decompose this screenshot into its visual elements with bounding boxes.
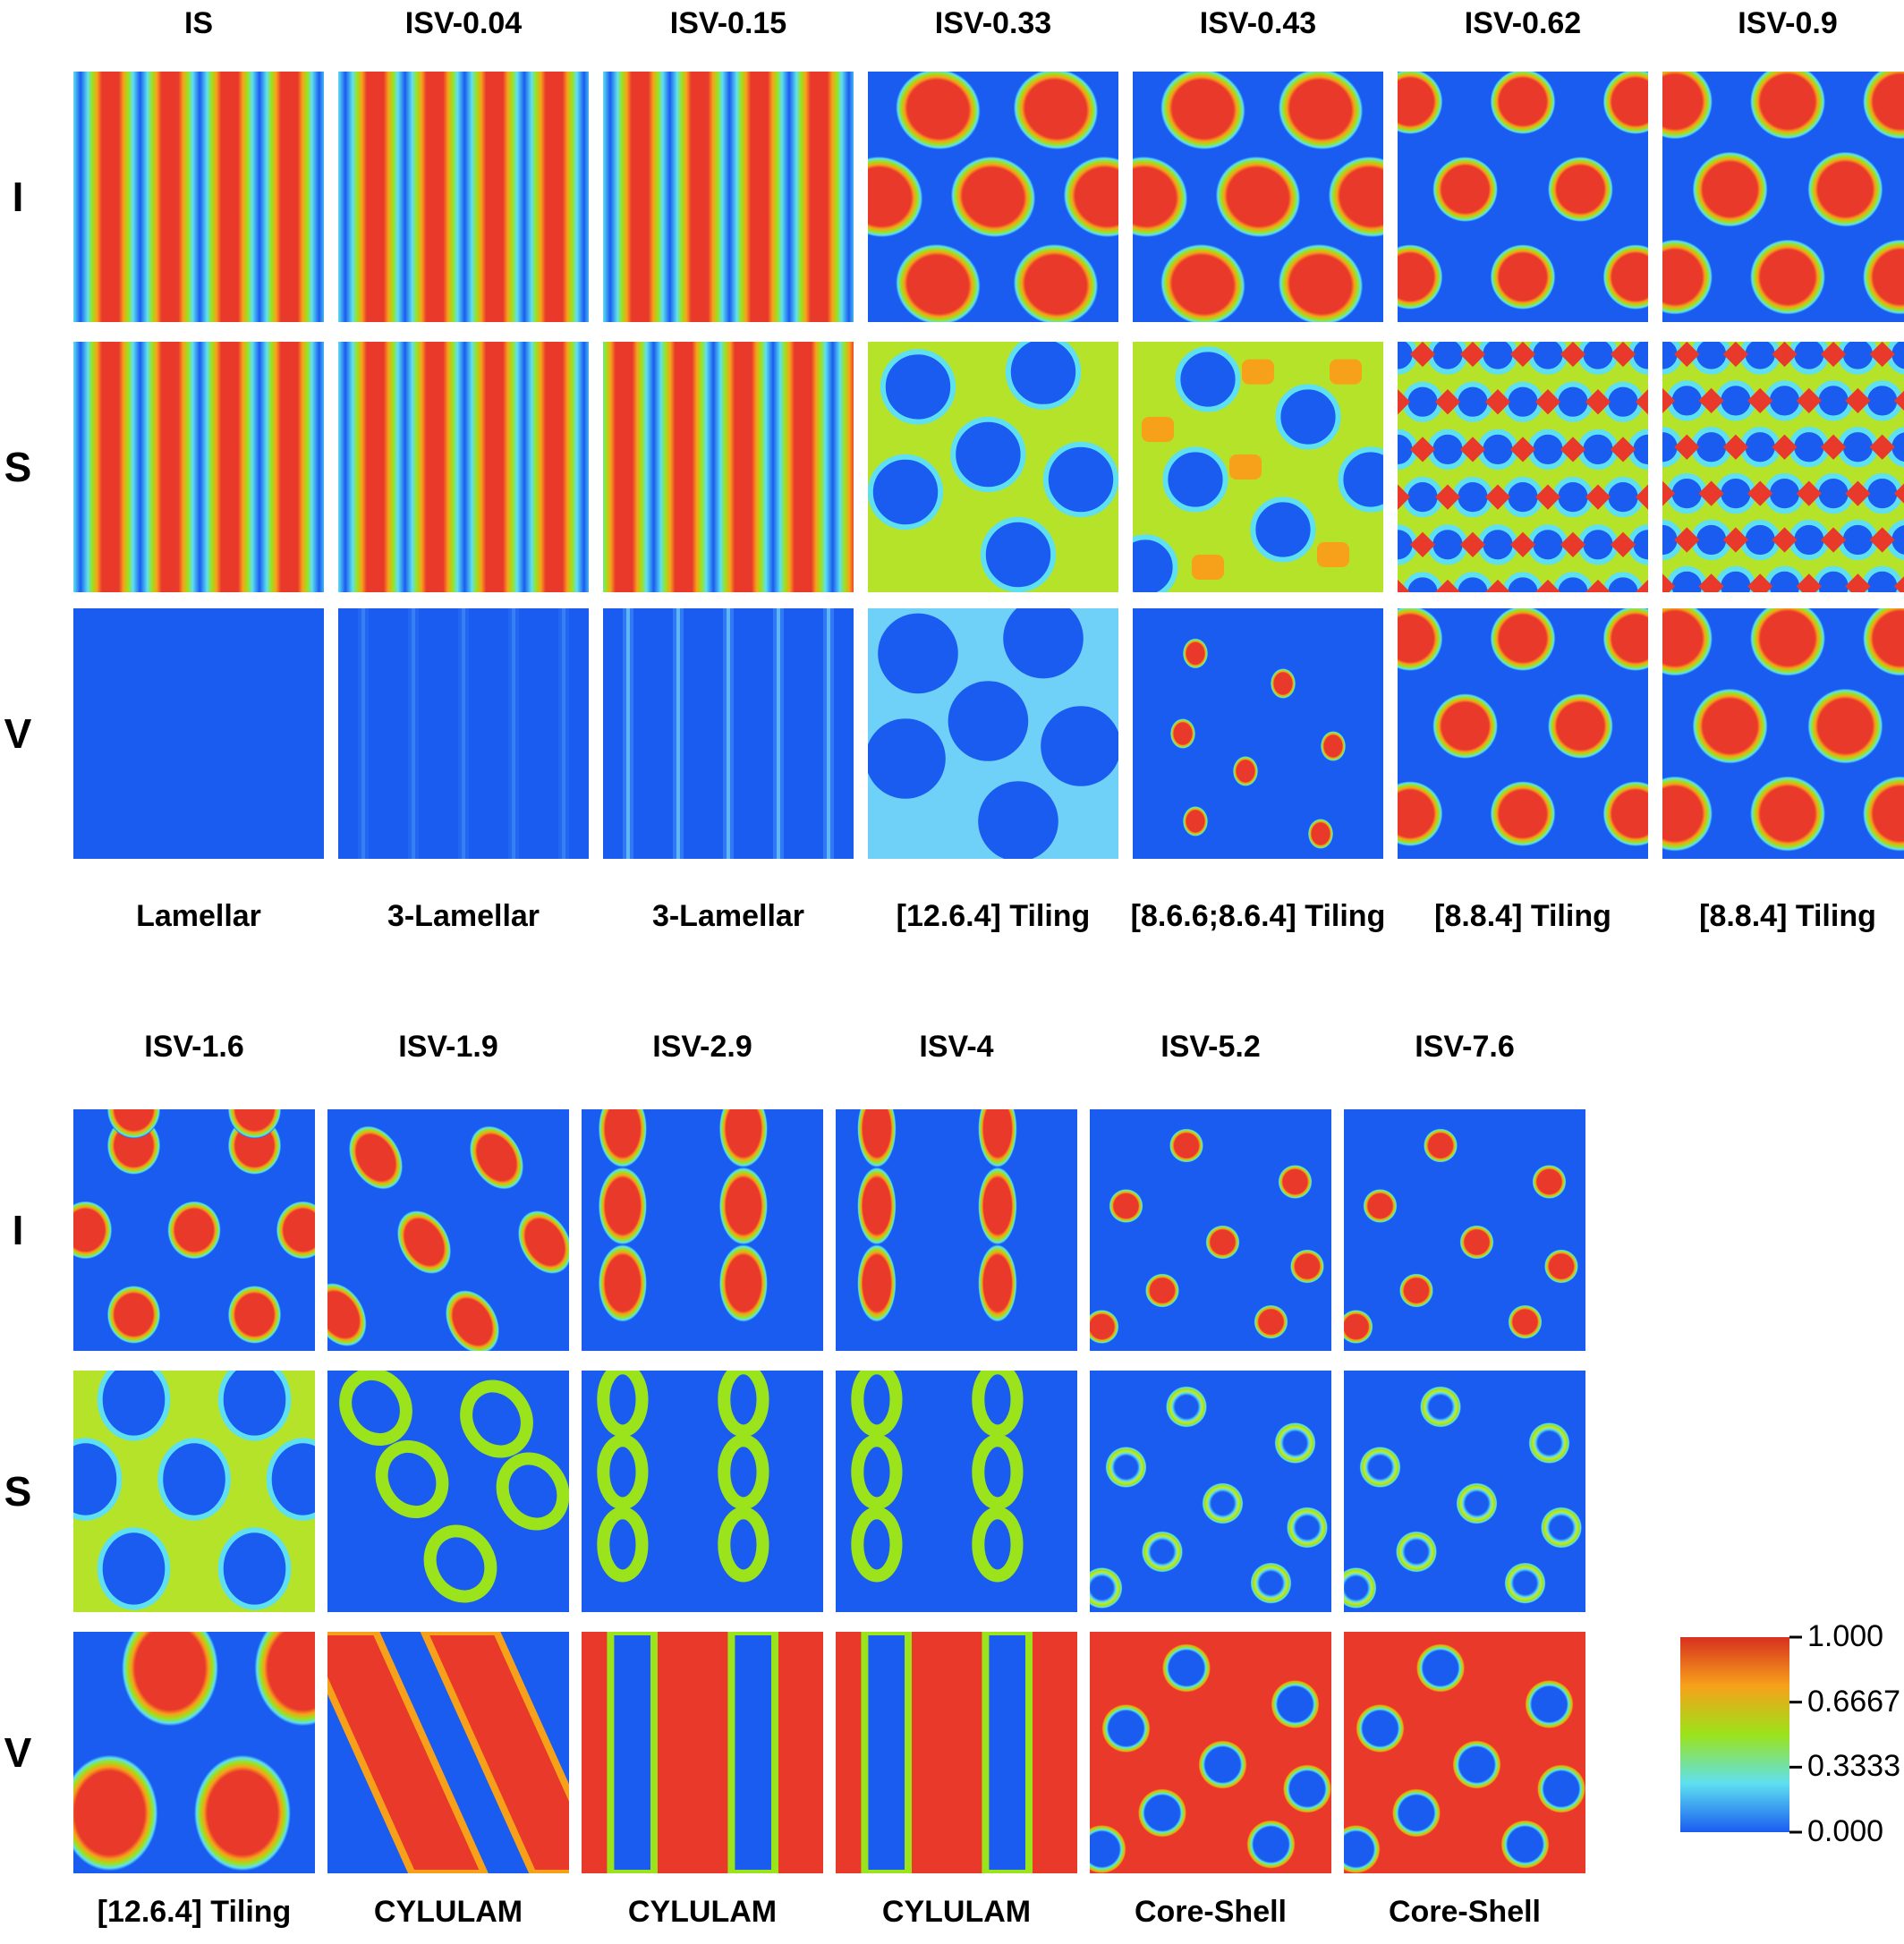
top-panel-I-2 [603, 72, 854, 322]
top-panel-I-1 [338, 72, 589, 322]
colorbar-tick-label: 0.6667 [1807, 1684, 1900, 1719]
bottom-panel-S-5 [1344, 1371, 1585, 1612]
bottom-phase-label: Core-Shell [1388, 1895, 1542, 1929]
top-column-label: ISV-0.43 [1199, 6, 1317, 40]
top-phase-label: [8.8.4] Tiling [1699, 899, 1876, 933]
bottom-panel-I-2 [582, 1109, 823, 1351]
top-panel-V-6 [1662, 608, 1904, 859]
top-column-label: ISV-0.04 [404, 6, 523, 40]
bottom-panel-I-4 [1090, 1109, 1331, 1351]
top-panel-I-5 [1398, 72, 1648, 322]
top-panel-S-3 [868, 342, 1118, 592]
bottom-phase-label: Core-Shell [1134, 1895, 1288, 1929]
bottom-column-label: ISV-7.6 [1415, 1030, 1515, 1064]
top-panel-S-2 [603, 342, 854, 592]
colorbar-tick-label: 0.000 [1807, 1814, 1884, 1848]
top-panel-V-0 [73, 608, 324, 859]
bottom-column-label: ISV-5.2 [1160, 1030, 1261, 1064]
top-panel-I-3 [868, 72, 1118, 322]
bottom-row-label: S [4, 1468, 32, 1515]
bottom-phase-label: CYLULAM [881, 1895, 1032, 1929]
bottom-panel-S-4 [1090, 1371, 1331, 1612]
bottom-phase-label: [12.6.4] Tiling [97, 1895, 292, 1929]
bottom-column-label: ISV-2.9 [652, 1030, 752, 1064]
top-column-label: ISV-0.62 [1464, 6, 1582, 40]
top-phase-label: [8.6.6;8.6.4] Tiling [1130, 899, 1386, 933]
top-panel-S-5 [1398, 342, 1648, 592]
top-panel-S-6 [1662, 342, 1904, 592]
colorbar-tick-label: 0.3333 [1807, 1749, 1900, 1784]
colorbar-tick-label: 1.000 [1807, 1619, 1884, 1653]
top-phase-label: [12.6.4] Tiling [896, 899, 1091, 933]
top-row-label: I [12, 174, 24, 220]
bottom-panel-V-3 [836, 1632, 1077, 1873]
top-panel-I-6 [1662, 72, 1904, 322]
bottom-panel-S-3 [836, 1371, 1077, 1612]
top-panel-V-1 [338, 608, 589, 859]
bottom-panel-I-5 [1344, 1109, 1585, 1351]
bottom-panel-S-1 [327, 1371, 569, 1612]
top-column-label: ISV-0.15 [669, 6, 787, 40]
top-panel-S-4 [1133, 342, 1383, 592]
top-panel-V-2 [603, 608, 854, 859]
top-panel-V-3 [868, 608, 1118, 859]
bottom-row-label: V [4, 1729, 32, 1776]
bottom-panel-V-4 [1090, 1632, 1331, 1873]
top-phase-label: [8.8.4] Tiling [1434, 899, 1611, 933]
bottom-row-label: I [12, 1207, 24, 1253]
top-panel-V-4 [1133, 608, 1383, 859]
top-row-label: V [4, 710, 32, 757]
top-panel-S-0 [73, 342, 324, 592]
top-column-label: ISV-0.33 [934, 6, 1052, 40]
top-column-label: ISV-0.9 [1738, 6, 1838, 40]
bottom-phase-label: CYLULAM [627, 1895, 778, 1929]
bottom-panel-V-2 [582, 1632, 823, 1873]
top-panel-I-4 [1133, 72, 1383, 322]
top-panel-V-5 [1398, 608, 1648, 859]
top-panel-I-0 [73, 72, 324, 322]
top-panel-S-1 [338, 342, 589, 592]
bottom-panel-V-5 [1344, 1632, 1585, 1873]
top-phase-label: Lamellar [136, 899, 261, 933]
bottom-panel-S-0 [73, 1371, 315, 1612]
bottom-column-label: ISV-4 [919, 1030, 994, 1064]
bottom-panel-I-0 [73, 1109, 315, 1351]
top-row-label: S [4, 444, 32, 490]
bottom-column-label: ISV-1.6 [144, 1030, 244, 1064]
bottom-panel-S-2 [582, 1371, 823, 1612]
bottom-column-label: ISV-1.9 [398, 1030, 498, 1064]
bottom-panel-V-1 [327, 1632, 569, 1873]
bottom-panel-I-1 [327, 1109, 569, 1351]
colorbar [1680, 1635, 1802, 1834]
bottom-panel-I-3 [836, 1109, 1077, 1351]
top-column-label: IS [183, 6, 214, 40]
top-phase-label: 3-Lamellar [387, 899, 540, 933]
top-phase-label: 3-Lamellar [651, 899, 805, 933]
bottom-panel-V-0 [73, 1632, 315, 1873]
bottom-phase-label: CYLULAM [373, 1895, 523, 1929]
